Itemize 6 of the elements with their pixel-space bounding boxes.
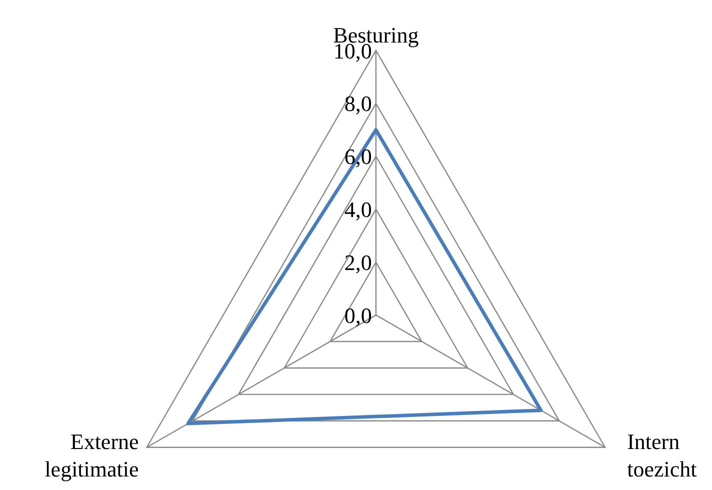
y-tick-label: 2,0	[344, 250, 372, 275]
spoke-label: Intern toezicht	[627, 429, 697, 482]
y-tick-label: 4,0	[344, 197, 372, 222]
y-tick-label: 0,0	[344, 302, 372, 328]
y-tick-label: 8,0	[344, 91, 372, 116]
spoke-label: Externe legitimatie	[44, 429, 139, 482]
